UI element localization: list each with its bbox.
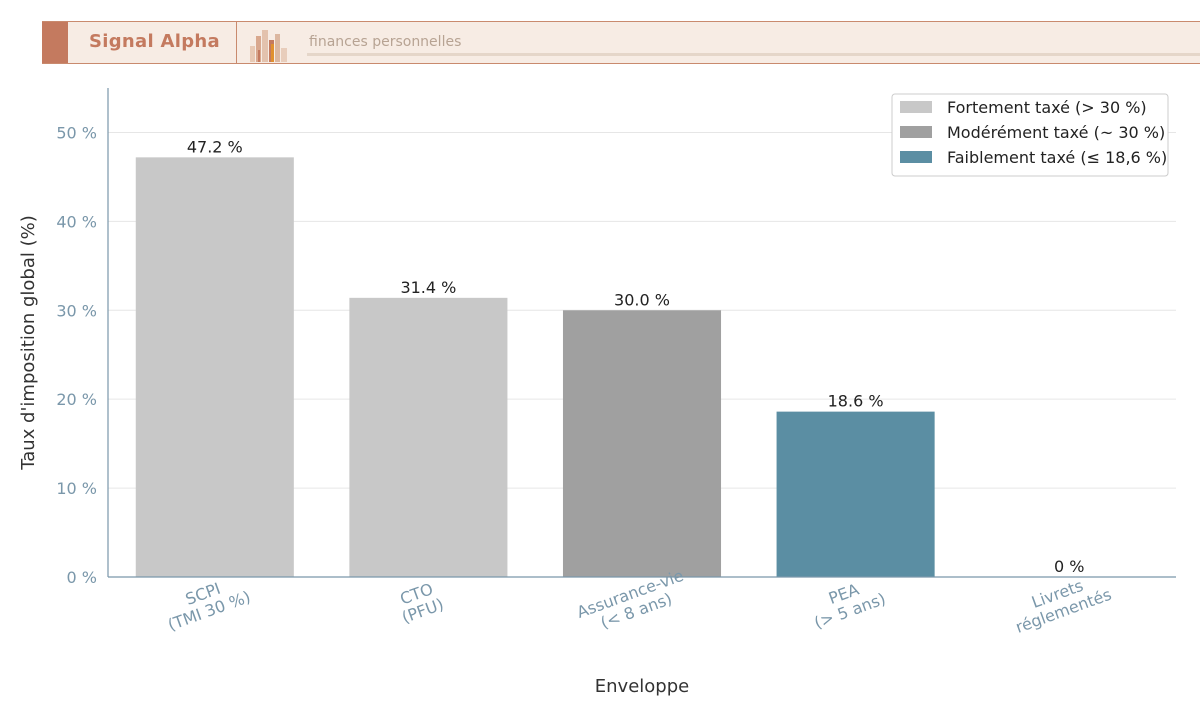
legend-frame [891, 93, 1169, 177]
legend: Fortement taxé (> 30 %) Modérément taxé (… [891, 93, 1169, 177]
brand-banner: Signal Alpha finances personnelles [42, 21, 1200, 64]
bar-value-label: 47.2 % [187, 137, 243, 156]
legend-swatch [900, 101, 932, 113]
bar-value-labels: 47.2 % 31.4 % 30.0 % 18.6 % 0 % [187, 137, 1085, 576]
bar-value-label: 0 % [1054, 557, 1084, 576]
y-tick-label: 20 % [56, 390, 97, 409]
bar-value-label: 31.4 % [400, 278, 456, 297]
banner-tagline: finances personnelles [309, 34, 462, 50]
y-axis-title: Taux d'imposition global (%) [18, 215, 39, 471]
bar [562, 310, 722, 577]
y-tick-label: 50 % [56, 123, 97, 142]
banner-accent-block [42, 22, 68, 63]
x-tick-label: CTO(PFU) [398, 579, 447, 627]
legend-label: Modérément taxé (~ 30 %) [947, 123, 1165, 142]
bar [349, 297, 508, 577]
legend-swatch [900, 126, 932, 138]
y-tick-label: 10 % [56, 479, 97, 498]
y-tick-labels: 0 % 10 % 20 % 30 % 40 % 50 % [56, 123, 97, 587]
skyline-logo-icon [250, 30, 287, 62]
x-tick-label: PEA(> 5 ans) [812, 580, 889, 633]
legend-label: Fortement taxé (> 30 %) [947, 98, 1147, 117]
banner-underline [307, 53, 1200, 56]
bar [135, 157, 294, 577]
brand-name: Signal Alpha [89, 31, 220, 52]
x-tick-label: SCPI(TMI 30 %) [165, 579, 253, 635]
x-axis-title: Enveloppe [595, 676, 689, 697]
y-tick-label: 0 % [67, 568, 97, 587]
bars [135, 157, 935, 577]
banner-separator [236, 22, 237, 63]
bar [776, 411, 935, 577]
bar-value-label: 18.6 % [828, 392, 884, 411]
y-tick-label: 40 % [56, 212, 97, 231]
legend-swatch [900, 151, 932, 163]
bar-value-label: 30.0 % [614, 290, 670, 309]
y-tick-label: 30 % [56, 301, 97, 320]
legend-label: Faiblement taxé (≤ 18,6 %) [947, 148, 1167, 167]
